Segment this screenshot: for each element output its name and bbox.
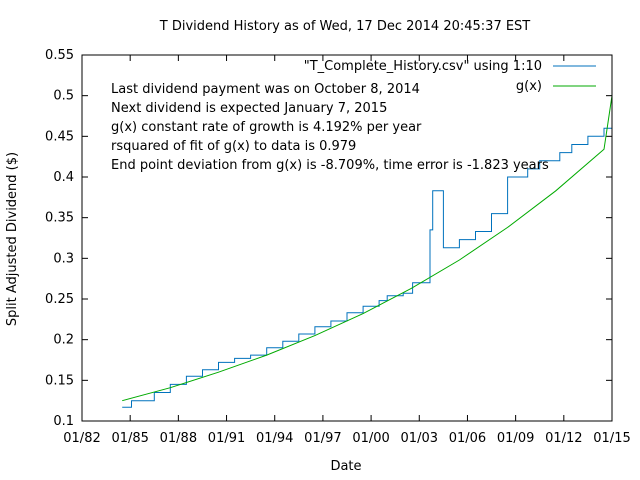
y-tick-label: 0.45 [45, 129, 74, 144]
y-tick-label: 0.4 [53, 170, 74, 185]
annotation-line: g(x) constant rate of growth is 4.192% p… [111, 120, 422, 135]
x-tick-label: 01/15 [593, 431, 630, 446]
x-tick-label: 01/03 [401, 431, 438, 446]
x-tick-label: 01/09 [497, 431, 534, 446]
y-axis: 0.1 0.15 0.2 0.25 0.3 0.35 0.4 0.45 0.5 0.55 [45, 48, 612, 429]
annotations: Last dividend payment was on October 8, … [111, 82, 549, 173]
y-tick-label: 0.3 [53, 251, 74, 266]
legend-label: g(x) [516, 79, 542, 94]
y-tick-label: 0.1 [53, 414, 74, 429]
y-tick-label: 0.35 [45, 211, 74, 226]
x-axis-title: Date [330, 459, 361, 474]
series-line-growth-fit [122, 95, 613, 402]
annotation-line: End point deviation from g(x) is -8.709%… [111, 158, 549, 173]
annotation-line: Last dividend payment was on October 8, … [111, 82, 420, 97]
series-line-dividend-history [122, 127, 612, 408]
plot-border [81, 54, 613, 422]
y-tick-label: 0.5 [53, 89, 74, 104]
x-tick-label: 01/97 [304, 431, 341, 446]
annotation-line: Next dividend is expected January 7, 201… [111, 101, 387, 116]
y-tick-label: 0.15 [45, 373, 74, 388]
x-tick-label: 01/91 [208, 431, 245, 446]
x-tick-label: 01/94 [256, 431, 293, 446]
legend: "T_Complete_History.csv" using 1:10 g(x) [304, 59, 596, 94]
series-layer [122, 95, 613, 408]
x-tick-label: 01/82 [63, 431, 100, 446]
chart-title: T Dividend History as of Wed, 17 Dec 201… [159, 19, 531, 34]
x-tick-label: 01/12 [545, 431, 582, 446]
annotation-line: rsquared of fit of g(x) to data is 0.979 [111, 139, 356, 154]
y-tick-label: 0.2 [53, 333, 74, 348]
x-axis: 01/82 01/85 01/88 01/91 01/94 01/97 01/00 01/03… [63, 55, 631, 446]
y-tick-label: 0.25 [45, 292, 74, 307]
x-tick-label: 01/00 [352, 431, 389, 446]
y-axis-title: Split Adjusted Dividend ($) [5, 152, 20, 326]
x-tick-label: 01/85 [111, 431, 148, 446]
legend-label: "T_Complete_History.csv" using 1:10 [304, 59, 542, 74]
x-tick-label: 01/06 [449, 431, 486, 446]
x-tick-label: 01/88 [160, 431, 197, 446]
y-tick-label: 0.55 [45, 48, 74, 63]
